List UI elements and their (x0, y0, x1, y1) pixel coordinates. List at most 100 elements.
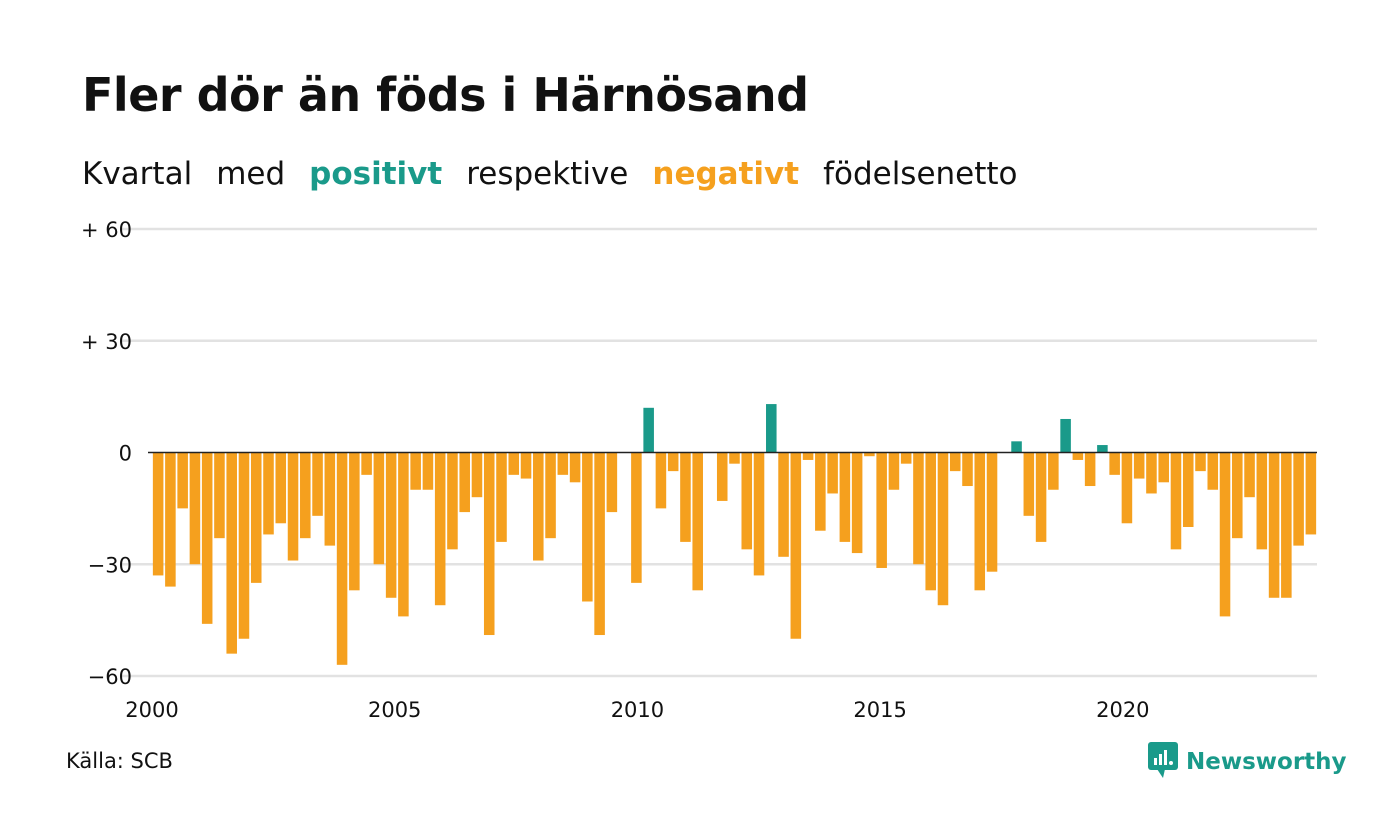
bar-negative (667, 452, 679, 472)
x-tick-label: 2015 (853, 698, 906, 722)
bar-negative (459, 452, 470, 513)
chart-subtitle: Kvartal med positivt respektive negativt föde… (82, 156, 1042, 192)
bar-negative (422, 452, 434, 490)
chart-title: Fler dör än föds i Härnösand (82, 68, 809, 122)
bar-negative (778, 452, 789, 557)
bar-negative (815, 452, 826, 531)
bar-negative (925, 452, 936, 591)
bar-negative (177, 452, 188, 509)
newsworthy-chat-chart-icon (1148, 742, 1178, 782)
bar-negative (937, 452, 949, 606)
bar-negative (1244, 452, 1255, 498)
bar-negative (655, 452, 667, 509)
x-tick-label: 2000 (125, 698, 178, 722)
bar-positive (1060, 418, 1071, 453)
bar-positive (1097, 445, 1108, 453)
bar-negative (680, 452, 691, 542)
bar-negative (165, 452, 176, 587)
y-axis-ticks: + 60 + 30 0 −30 −60 (81, 218, 132, 689)
bar-negative (692, 452, 703, 591)
bar-negative (508, 452, 520, 475)
bar-negative (1232, 452, 1243, 539)
bar-negative (1293, 452, 1304, 546)
bar-negative (827, 452, 838, 494)
bar-negative (1281, 452, 1292, 598)
subtitle-word-kvartal: Kvartal (82, 156, 193, 192)
y-tick-label: 0 (119, 442, 132, 466)
bar-negative (876, 452, 887, 568)
bar-negative (741, 452, 753, 550)
bar-negative (1182, 452, 1194, 527)
subtitle-word-respektive: respektive (466, 156, 629, 192)
bar-negative (520, 452, 532, 479)
bar-negative (349, 452, 360, 591)
bar-negative (250, 452, 262, 583)
bar-negative (1109, 452, 1120, 475)
bar-negative (949, 452, 961, 472)
bar-negative (312, 452, 323, 516)
bar-negative (300, 452, 311, 539)
bar-negative (729, 452, 740, 464)
subtitle-word-med: med (216, 156, 286, 192)
bar-negative (434, 452, 446, 606)
y-tick-label: + 30 (81, 330, 132, 354)
bar-positive (643, 407, 654, 453)
x-axis-ticks: 2000 2005 2010 2015 2020 (125, 698, 1149, 722)
bar-negative (471, 452, 483, 498)
y-tick-label: −60 (88, 665, 132, 689)
source-label: Källa: SCB (66, 749, 173, 773)
bar-negative (263, 452, 274, 535)
bar-negative (864, 452, 875, 457)
bar-negative (238, 452, 250, 639)
x-tick-label: 2020 (1096, 698, 1149, 722)
bar-negative (1121, 452, 1133, 524)
bar-negative (557, 452, 569, 475)
x-tick-label: 2005 (368, 698, 421, 722)
bar-negative (1256, 452, 1268, 550)
bar-negative (287, 452, 299, 561)
subtitle-word-fodelsenetto: födelsenetto (823, 156, 1018, 192)
bar-negative (974, 452, 986, 591)
bar-negative (398, 452, 409, 617)
y-tick-label: −30 (88, 553, 132, 577)
bar-negative (275, 452, 287, 524)
bar-negative (900, 452, 912, 464)
x-tick-label: 2010 (611, 698, 664, 722)
bar-negative (569, 452, 581, 483)
bar-negative (1133, 452, 1145, 479)
bar-negative (582, 452, 593, 602)
bar-negative (533, 452, 544, 561)
bar-negative (1268, 452, 1280, 598)
bar-negative (1219, 452, 1231, 617)
bar-negative (1035, 452, 1047, 542)
bar-negative (1084, 452, 1096, 487)
bar-negative (1195, 452, 1206, 472)
bar-negative (496, 452, 507, 542)
bar-negative (152, 452, 164, 576)
bar-negative (1146, 452, 1157, 494)
bar-negative (851, 452, 863, 554)
bar-negative (1158, 452, 1169, 483)
bar-negative (373, 452, 385, 565)
bar-negative (790, 452, 802, 639)
bar-negative (1207, 452, 1219, 490)
bar-negative (1048, 452, 1059, 490)
bar-negative (410, 452, 421, 490)
logo-text: Newsworthy (1186, 749, 1347, 775)
bar-negative (802, 452, 814, 460)
bar-negative (1023, 452, 1035, 516)
bar-negative (716, 452, 728, 501)
bar-negative (545, 452, 556, 539)
bar-negative (336, 452, 348, 665)
bar-negative (447, 452, 458, 550)
y-tick-label: + 60 (81, 218, 132, 242)
bar-negative (1072, 452, 1084, 460)
bar-negative (324, 452, 336, 546)
bar-positive (766, 404, 777, 453)
bar-negative (962, 452, 973, 487)
bar-negative (1170, 452, 1182, 550)
bar-negative (888, 452, 900, 490)
newsworthy-logo: Newsworthy (1148, 742, 1347, 782)
bar-negative (214, 452, 225, 539)
